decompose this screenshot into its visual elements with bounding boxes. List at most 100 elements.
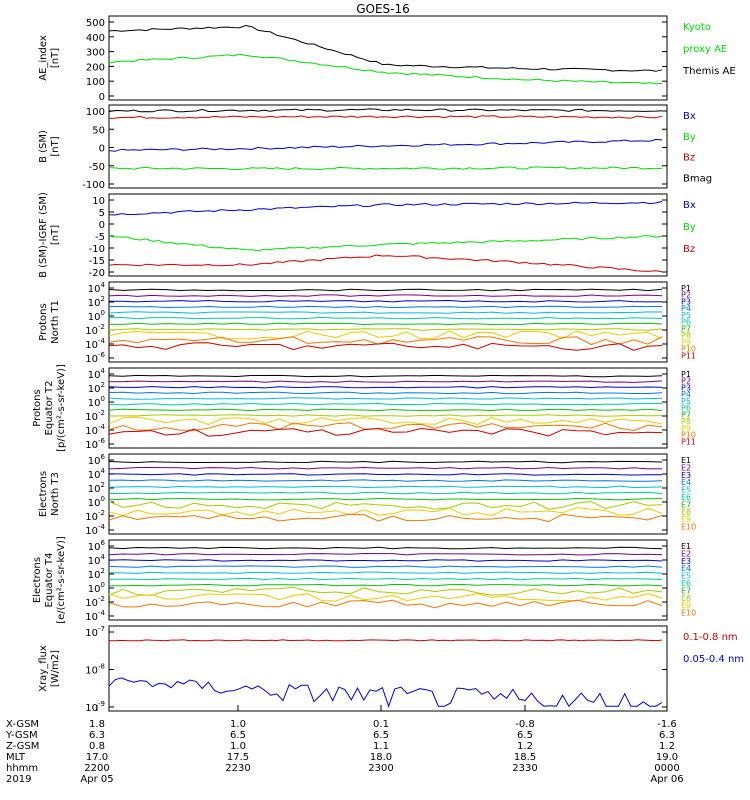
channel-line bbox=[108, 328, 663, 331]
y-axis-label: B (SM)-IGRF (SM) bbox=[38, 192, 49, 278]
x-row-value: 0000 bbox=[654, 763, 679, 774]
channel-line bbox=[108, 374, 663, 378]
y-tick-label: 400 bbox=[86, 33, 105, 44]
channel-line bbox=[108, 577, 663, 581]
y-tick-label: 102 bbox=[88, 295, 105, 309]
x-row-value: 18.5 bbox=[514, 752, 536, 763]
legend-label: P8 bbox=[681, 331, 691, 340]
x-row-value: 0.1 bbox=[373, 719, 389, 730]
x-row-label: Y-GSM bbox=[5, 730, 38, 741]
channel-line bbox=[108, 330, 663, 340]
legend-label: P4 bbox=[681, 390, 691, 399]
x-row-value: 2230 bbox=[225, 763, 250, 774]
legend-label: P5 bbox=[681, 397, 691, 406]
series-line bbox=[108, 200, 663, 216]
y-tick-label: 104 bbox=[88, 281, 106, 295]
legend-label: E8 bbox=[681, 594, 691, 603]
y-tick-label: 10-4 bbox=[85, 423, 105, 437]
x-row-value: 1.1 bbox=[373, 741, 389, 752]
series-line bbox=[108, 677, 663, 708]
y-tick-label: 100 bbox=[86, 77, 105, 88]
panel-frame bbox=[108, 15, 668, 101]
panel-frame bbox=[108, 625, 668, 712]
legend-label: P7 bbox=[681, 324, 691, 333]
y-tick-label: 10-4 bbox=[85, 523, 105, 537]
y-tick-label: 10-2 bbox=[85, 595, 105, 609]
series-line bbox=[108, 53, 663, 85]
channel-line bbox=[108, 546, 663, 550]
y-tick-label: 10-6 bbox=[85, 351, 105, 365]
channel-line bbox=[108, 460, 663, 464]
channel-line bbox=[108, 294, 663, 297]
y-axis-label: Protons bbox=[38, 303, 49, 340]
x-row-value: 6.5 bbox=[373, 730, 389, 741]
y-axis-label: B (SM) bbox=[38, 130, 49, 163]
legend-label: P2 bbox=[681, 291, 691, 300]
y-tick-label: 102 bbox=[88, 567, 105, 581]
legend-label: E2 bbox=[681, 549, 691, 558]
y-axis-label: North T1 bbox=[50, 300, 61, 344]
y-axis-label: [nT] bbox=[50, 136, 61, 156]
y-tick-label: 100 bbox=[88, 309, 105, 323]
panel-frame bbox=[108, 281, 668, 363]
y-tick-label: 106 bbox=[88, 539, 106, 553]
channel-line bbox=[108, 408, 663, 412]
legend-label: P9 bbox=[681, 338, 691, 347]
y-tick-label: -5 bbox=[95, 232, 105, 243]
channel-line bbox=[108, 599, 663, 609]
panel-1: 500 400 300 200 100 0 AE_index [nT] Kyoto proxy A… bbox=[38, 15, 736, 103]
legend-label: P11 bbox=[681, 351, 696, 360]
panel-frame bbox=[108, 193, 668, 277]
channel-line bbox=[108, 500, 663, 510]
y-axis-label: [e/(cm²-s-sr-keV)] bbox=[56, 536, 67, 624]
channel-line bbox=[109, 583, 663, 587]
x-row-value: 1.2 bbox=[659, 741, 675, 752]
x-row-label: MLT bbox=[6, 752, 26, 763]
y-tick-label: 10-2 bbox=[85, 323, 105, 337]
channel-line bbox=[108, 586, 663, 596]
legend-label: E7 bbox=[681, 500, 691, 509]
channel-line bbox=[109, 299, 663, 303]
legend-label: Themis AE bbox=[682, 66, 736, 77]
legend-label: P3 bbox=[681, 297, 691, 306]
channel-line bbox=[108, 288, 663, 292]
x-row-value: 2300 bbox=[368, 763, 393, 774]
x-row-value: 1.0 bbox=[230, 741, 246, 752]
channel-line bbox=[108, 391, 663, 395]
channel-line bbox=[108, 559, 663, 562]
legend-label: Bx bbox=[683, 200, 696, 211]
legend-label: P1 bbox=[681, 284, 691, 293]
y-tick-label: -15 bbox=[89, 256, 105, 267]
legend-label: E7 bbox=[681, 586, 691, 595]
legend-label: Bmag bbox=[683, 173, 712, 184]
x-row-label: Z-GSM bbox=[6, 741, 39, 752]
y-axis-label: Equator T2 bbox=[44, 381, 55, 436]
channel-line bbox=[108, 552, 663, 556]
legend-label: E1 bbox=[681, 542, 691, 551]
channel-line bbox=[108, 402, 663, 406]
legend-label: P3 bbox=[681, 383, 691, 392]
legend-label: P4 bbox=[681, 304, 691, 313]
y-tick-label: -100 bbox=[82, 180, 105, 191]
x-row-label: 2019 bbox=[6, 774, 31, 785]
y-tick-label: 10-4 bbox=[85, 609, 105, 623]
legend-label: P10 bbox=[681, 345, 696, 354]
legend-label: By bbox=[683, 222, 696, 233]
legend-label: E4 bbox=[681, 478, 691, 487]
x-row-value: -1.6 bbox=[657, 719, 677, 730]
x-row-value: 1.0 bbox=[230, 719, 246, 730]
channel-line bbox=[108, 336, 663, 346]
y-axis-label: Electrons bbox=[32, 557, 43, 603]
channel-line bbox=[108, 479, 663, 482]
y-tick-label: 10-6 bbox=[85, 437, 105, 451]
x-row-value: 1.8 bbox=[89, 719, 105, 730]
x-row-value: -0.8 bbox=[515, 719, 535, 730]
legend-label: E2 bbox=[681, 463, 691, 472]
legend-label: 0.1-0.8 nm bbox=[683, 632, 738, 643]
channel-line bbox=[108, 380, 663, 383]
legend-label: E3 bbox=[681, 557, 691, 566]
y-axis-label: Equator T4 bbox=[44, 553, 55, 608]
channel-line bbox=[108, 305, 663, 309]
